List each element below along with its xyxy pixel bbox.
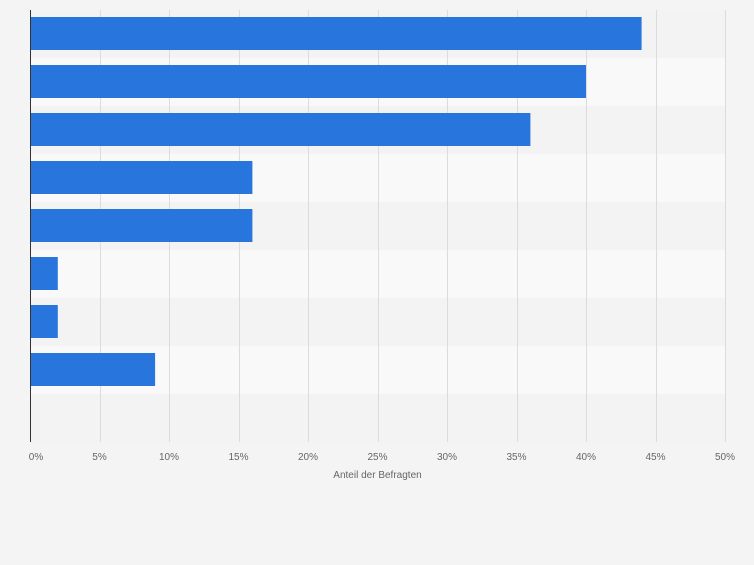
bar [30, 161, 253, 194]
bar [30, 113, 531, 146]
bars [30, 17, 642, 386]
x-tick-label: 15% [228, 452, 248, 463]
x-tick-label: 5% [92, 452, 107, 463]
row-band [30, 394, 725, 442]
bar [30, 353, 156, 386]
x-tick-label: 25% [367, 452, 387, 463]
x-tick-label: 10% [159, 452, 179, 463]
x-tick-label: 40% [576, 452, 596, 463]
x-axis-ticks: 0% 5% 10% 15% 20% 25% 30% 35% 40% 45% 50% [29, 452, 735, 463]
x-tick-label: 45% [645, 452, 665, 463]
bar [30, 65, 586, 98]
x-tick-label: 35% [506, 452, 526, 463]
row-band [30, 250, 725, 298]
bar [30, 17, 642, 50]
x-axis-title: Anteil der Befragten [333, 470, 421, 481]
bar [30, 305, 58, 338]
bar [30, 257, 58, 290]
x-tick-label: 30% [437, 452, 457, 463]
bar [30, 209, 253, 242]
x-tick-label: 20% [298, 452, 318, 463]
x-tick-label: 0% [29, 452, 44, 463]
row-band [30, 298, 725, 346]
x-tick-label: 50% [715, 452, 735, 463]
